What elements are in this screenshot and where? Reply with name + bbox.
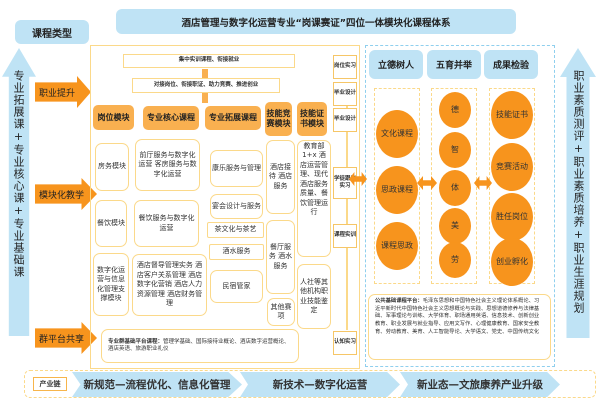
- competition-other: 其他赛项: [267, 298, 295, 326]
- top-box-connect: 对接岗位、衔接职证、助力竞赛、推进创业: [132, 78, 280, 93]
- circle-ti: 体: [439, 170, 471, 206]
- course-type-label: 课程类型: [15, 20, 89, 44]
- post-module-digital: 数字化运营与信息化管理支撑模块: [93, 253, 129, 316]
- stage-new-tech: 新技术—数字化运营: [240, 372, 400, 397]
- platform-courses: 专业群基础平台课程：管理学基础、国际接待业概论、酒店数字运营概论、酒店英语、旅游…: [101, 329, 299, 363]
- competition-hotel: 酒店接待 酒店服务: [266, 140, 295, 214]
- core-course-management: 酒店督导管理实务 酒店客户关系管理 酒店数字化营销 酒店人力资源管理 酒店财务管…: [132, 254, 207, 316]
- circle-ideology: 思政课程: [376, 166, 418, 214]
- arrow-modular-teaching: 模块化教学: [35, 178, 97, 210]
- practice-course-training: 课程实训: [333, 224, 357, 248]
- header-core-courses: 专业核心课程: [143, 106, 199, 130]
- page-title: 酒店管理与数字化运营专业“岗课赛证”四位一体模块化课程体系: [116, 9, 516, 34]
- practice-graduation-design: 毕业设计: [333, 82, 357, 106]
- stage-new-business: 新业态—文旅康养产业升级: [400, 372, 560, 397]
- ext-course-beverage: 酒水服务: [209, 244, 264, 260]
- col1-frame: [374, 88, 420, 284]
- double-arrow-icon: [474, 176, 492, 190]
- header-results: 成果检验: [484, 50, 538, 79]
- header-five-edu: 五育并举: [427, 50, 481, 79]
- right-frame: [365, 45, 555, 367]
- circle-mei: 美: [439, 208, 471, 244]
- practice-cognitive: 认知实习: [333, 331, 357, 355]
- circle-culture: 文化课程: [376, 110, 418, 158]
- platform-text: 管理学基础、国际接待业概论、酒店数字运营概论、酒店英语、旅游职业礼仪: [108, 338, 290, 352]
- arrow-career-up: 职业提升: [35, 76, 91, 108]
- header-certificate: 技能证书模块: [297, 102, 327, 136]
- public-text: 毛泽东思想和中国特色社会主义理论体系概论、习近平新时代中国特色社会主义思想概论与…: [375, 298, 540, 335]
- post-module-fnb: 餐饮模块: [95, 200, 127, 247]
- core-course-fnb: 餐饮服务与数字化运营: [134, 200, 199, 247]
- circle-competition: 竞赛活动: [491, 143, 533, 191]
- certificate-mohrss: 人社等其他机构职业技能鉴定: [297, 264, 331, 329]
- practice-arrow-line: [346, 100, 348, 330]
- circle-startup: 创业孵化: [491, 238, 533, 286]
- ext-course-tea: 茶文化与茶艺: [207, 222, 264, 238]
- practice-graduation-design-2: 毕业设计: [333, 108, 357, 132]
- circle-certificate: 技能证书: [491, 91, 533, 139]
- ext-course-banquet: 宴会设计与服务: [210, 194, 263, 219]
- top-box-training: 集中实训课程、衔接就业: [123, 54, 295, 68]
- industry-chain-label: 产业链: [33, 377, 67, 391]
- stage-new-norms: 新规范—流程优化、信息化管理: [72, 372, 242, 397]
- main-frame: [90, 45, 360, 369]
- post-module-room: 房务模块: [95, 143, 129, 191]
- public-label: 公共基础课程平台：: [375, 298, 423, 304]
- platform-label: 专业群基础平台课程：: [108, 338, 164, 345]
- header-competition: 技能竞赛模块: [265, 102, 292, 136]
- ext-course-homestay: 民宿管家: [210, 270, 263, 303]
- circle-zhi: 智: [439, 132, 471, 168]
- circle-post: 胜任岗位: [491, 193, 533, 241]
- competition-restaurant: 餐厅服务 酒水服务: [266, 220, 295, 294]
- practice-post-internship: 岗位实习: [333, 55, 357, 79]
- header-post-module: 岗位模块: [93, 105, 134, 130]
- left-arrow-text: 专业拓展课+专业核心课+专业基础课: [12, 70, 25, 278]
- double-arrow-icon: [417, 176, 437, 190]
- industry-chain: [24, 370, 596, 398]
- certificate-1x: 教育部1+x 酒店运营管理、现代酒店服务质量、餐饮管理运行: [297, 140, 331, 257]
- circle-de: 德: [439, 92, 471, 128]
- public-courses: 公共基础课程平台：毛泽东思想和中国特色社会主义理论体系概论、习近平新时代中国特色…: [368, 294, 551, 360]
- header-ext-courses: 专业拓展课程: [205, 106, 261, 130]
- arrow-platform-share: 群平台共享: [35, 322, 97, 354]
- header-moral: 立德树人: [369, 50, 423, 79]
- circle-course-ideology: 课程思政: [376, 222, 418, 270]
- ext-course-recreation: 康乐服务与管理: [210, 150, 263, 187]
- double-arrow-icon: [349, 172, 367, 186]
- right-arrow-text: 职业素质测评+职业素质培养+职业生涯规划: [572, 70, 585, 314]
- circle-lao: 劳: [439, 242, 471, 278]
- core-course-front-room: 前厅服务与数字化运营 客房服务与数字化运营: [135, 139, 200, 191]
